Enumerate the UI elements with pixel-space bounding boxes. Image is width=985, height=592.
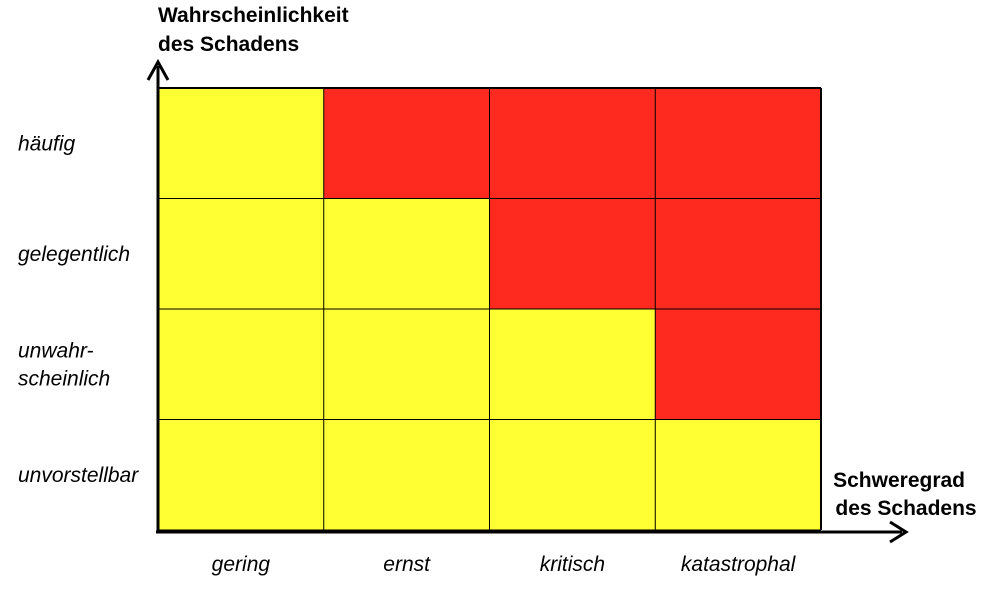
- matrix-cell-r1-c2: [323, 88, 490, 199]
- y-axis-title-line-1: Wahrscheinlichkeit: [158, 4, 349, 27]
- y-axis-arrowhead: [146, 58, 170, 81]
- x-tick-label: ernst: [383, 553, 431, 576]
- x-axis-title: Schweregrad des Schadens: [833, 469, 976, 520]
- y-tick-label-line: gelegentlich: [18, 243, 130, 266]
- matrix-cell-r1-c4: [655, 88, 821, 199]
- matrix-cell-r2-c2: [323, 198, 490, 309]
- y-tick-label: gelegentlich: [18, 243, 130, 266]
- matrix-cell-r1-c1: [158, 88, 324, 199]
- x-tick-label: gering: [212, 553, 271, 576]
- y-axis-title-line-2: des Schadens: [158, 33, 299, 56]
- matrix-cell-r4-c1: [158, 419, 324, 530]
- x-tick-label: katastrophal: [681, 553, 797, 576]
- x-axis-title-line-1: Schweregrad: [833, 469, 965, 492]
- y-tick-label: unvorstellbar: [18, 464, 139, 487]
- y-tick-label: unwahr-scheinlich: [18, 339, 110, 390]
- y-tick-label-line: häufig: [18, 132, 76, 155]
- y-tick-labels: häufig gelegentlich unwahr-scheinlich unvor…: [18, 132, 139, 487]
- matrix-cell-r2-c4: [655, 198, 821, 309]
- matrix-cell-r4-c2: [323, 419, 490, 530]
- x-axis-arrowhead: [889, 520, 909, 544]
- matrix-cell-r2-c3: [489, 198, 656, 309]
- y-tick-label-line: unwahr-: [18, 339, 94, 362]
- y-axis-title: Wahrscheinlichkeit des Schadens: [158, 4, 354, 56]
- y-tick-label-line: scheinlich: [18, 367, 110, 390]
- matrix-cell-r3-c4: [655, 309, 821, 420]
- y-tick-label: häufig: [18, 132, 76, 155]
- matrix-cell-r3-c2: [323, 309, 490, 420]
- matrix-cells: [158, 88, 821, 530]
- y-tick-label-line: unvorstellbar: [18, 464, 139, 487]
- matrix-gridlines: [157, 87, 822, 531]
- matrix-cell-r2-c1: [158, 198, 324, 309]
- matrix-cell-r3-c3: [489, 309, 656, 420]
- matrix-cell-r4-c4: [655, 419, 821, 530]
- matrix-cell-r4-c3: [489, 419, 656, 530]
- x-tick-label: kritisch: [540, 553, 605, 576]
- x-tick-labels: gering ernst kritisch katastrophal: [212, 553, 797, 576]
- matrix-cell-r1-c3: [489, 88, 656, 199]
- matrix-cell-r3-c1: [158, 309, 324, 420]
- x-axis-title-line-2: des Schadens: [835, 497, 976, 520]
